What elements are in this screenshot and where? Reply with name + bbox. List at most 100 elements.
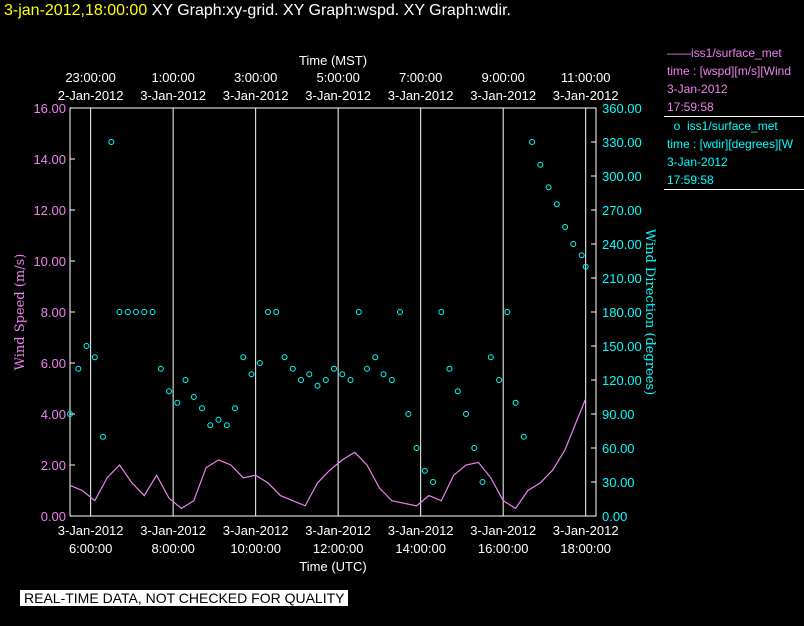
top-tick-date: 3-Jan-2012 [388, 88, 454, 103]
top-tick-time: 23:00:00 [65, 70, 116, 85]
wdir-point [314, 382, 321, 389]
timestamp: 3-jan-2012,18:00:00 [4, 2, 148, 19]
wdir-point [529, 139, 536, 145]
wdir-point [281, 354, 288, 361]
y2-axis-title: Wind Direction (degrees) [642, 229, 657, 395]
x-tick-time: 12:00:00 [313, 541, 364, 556]
top-tick-date: 3-Jan-2012 [470, 88, 536, 103]
x-tick-date: 3-Jan-2012 [470, 523, 536, 538]
y-tick-label: 4.00 [41, 407, 66, 422]
series-wdir [67, 139, 589, 485]
wdir-point [339, 371, 346, 378]
wdir-point [67, 411, 73, 417]
legend-wdir-name: iss1/surface_met [687, 119, 778, 133]
plot-frame [69, 107, 597, 517]
wdir-point [240, 354, 247, 361]
x-tick-time: 14:00:00 [395, 541, 446, 556]
y-axis-title: Wind Speed (m/s) [13, 254, 28, 371]
wdir-point [174, 399, 181, 406]
wdir-point [298, 377, 304, 383]
y-tick-label: 12.00 [33, 203, 66, 218]
wdir-point [578, 252, 585, 259]
wdir-point [322, 377, 329, 383]
wdir-point [182, 377, 189, 383]
x-tick-time: 10:00:00 [230, 541, 281, 556]
top-tick-time: 7:00:00 [399, 70, 442, 85]
x-tick-date: 3-Jan-2012 [388, 523, 454, 538]
quality-notice: REAL-TIME DATA, NOT CHECKED FOR QUALITY [20, 590, 349, 606]
wdir-point [520, 433, 527, 440]
legend-wspd[interactable]: ——iss1/surface_met time : [wspd][m/s][Wi… [664, 44, 804, 117]
wdir-point [207, 422, 214, 429]
legend-wdir-time: 17:59:58 [667, 173, 714, 187]
y-tick-label: 10.00 [33, 254, 66, 269]
x-axis-title: Time (UTC) [299, 559, 366, 574]
y2-tick-label: 150.00 [602, 339, 642, 354]
y-tick-label: 2.00 [41, 458, 66, 473]
wdir-point [157, 365, 164, 372]
wdir-point [190, 394, 197, 400]
wdir-point [141, 309, 148, 315]
wdir-point [537, 161, 544, 168]
y2-tick-label: 180.00 [602, 305, 642, 320]
top-tick-date: 3-Jan-2012 [223, 88, 289, 103]
wdir-point [405, 411, 412, 417]
legend-wdir-var: time : [wdir][degrees][W [667, 137, 794, 151]
y-tick-label: 0.00 [41, 509, 66, 524]
wdir-point [331, 365, 337, 372]
legend-wspd-name: iss1/surface_met [691, 46, 782, 60]
legend-wdir-date: 3-Jan-2012 [667, 155, 728, 169]
wdir-point [91, 354, 98, 361]
wdir-point [562, 224, 569, 230]
wdir-point [397, 309, 403, 315]
wdir-point [108, 139, 115, 145]
y2-tick-label: 270.00 [602, 203, 642, 218]
legend-wdir[interactable]: o iss1/surface_met time : [wdir][degrees… [664, 117, 804, 190]
wdir-point [380, 371, 387, 378]
wdir-point [487, 354, 494, 361]
wdir-point [438, 309, 445, 315]
wdir-point [413, 445, 420, 451]
wdir-point [232, 405, 238, 412]
top-tick-time: 3:00:00 [234, 70, 277, 85]
wdir-point [248, 371, 255, 378]
top-tick-time: 9:00:00 [481, 70, 524, 85]
wdir-point [166, 388, 172, 395]
y-tick-label: 14.00 [33, 152, 66, 167]
wdir-point [355, 309, 362, 315]
wdir-point [463, 411, 469, 417]
top-axis-title: Time (MST) [299, 53, 367, 68]
wdir-point [223, 422, 230, 429]
top-tick-time: 5:00:00 [316, 70, 359, 85]
wdir-point [289, 365, 296, 372]
top-tick-date: 3-Jan-2012 [140, 88, 206, 103]
wdir-point [582, 263, 589, 270]
legend-line-icon: —— [667, 46, 691, 60]
y2-tick-label: 90.00 [602, 407, 635, 422]
wdir-point [116, 309, 123, 315]
x-tick-date: 3-Jan-2012 [553, 523, 619, 538]
wdir-point [479, 479, 486, 485]
wdir-point [273, 309, 280, 315]
wdir-point [454, 388, 461, 395]
wdir-point [446, 365, 453, 372]
wdir-point [83, 343, 90, 349]
wdir-point [100, 433, 106, 440]
wdir-point [545, 184, 552, 191]
wdir-point [364, 365, 370, 372]
top-tick-time: 11:00:00 [561, 70, 611, 85]
wdir-point [149, 309, 156, 315]
x-tick-time: 6:00:00 [69, 541, 112, 556]
x-tick-date: 3-Jan-2012 [305, 523, 371, 538]
top-tick-date: 3-Jan-2012 [305, 88, 371, 103]
wdir-point [372, 354, 379, 361]
x-tick-date: 3-Jan-2012 [140, 523, 206, 538]
wdir-point [496, 377, 503, 383]
wdir-point [347, 377, 354, 383]
wdir-point [430, 479, 436, 485]
wdir-point [124, 309, 131, 315]
y-tick-label: 6.00 [41, 356, 66, 371]
wdir-point [265, 309, 271, 315]
y2-tick-label: 0.00 [602, 509, 627, 524]
wdir-point [570, 241, 577, 247]
